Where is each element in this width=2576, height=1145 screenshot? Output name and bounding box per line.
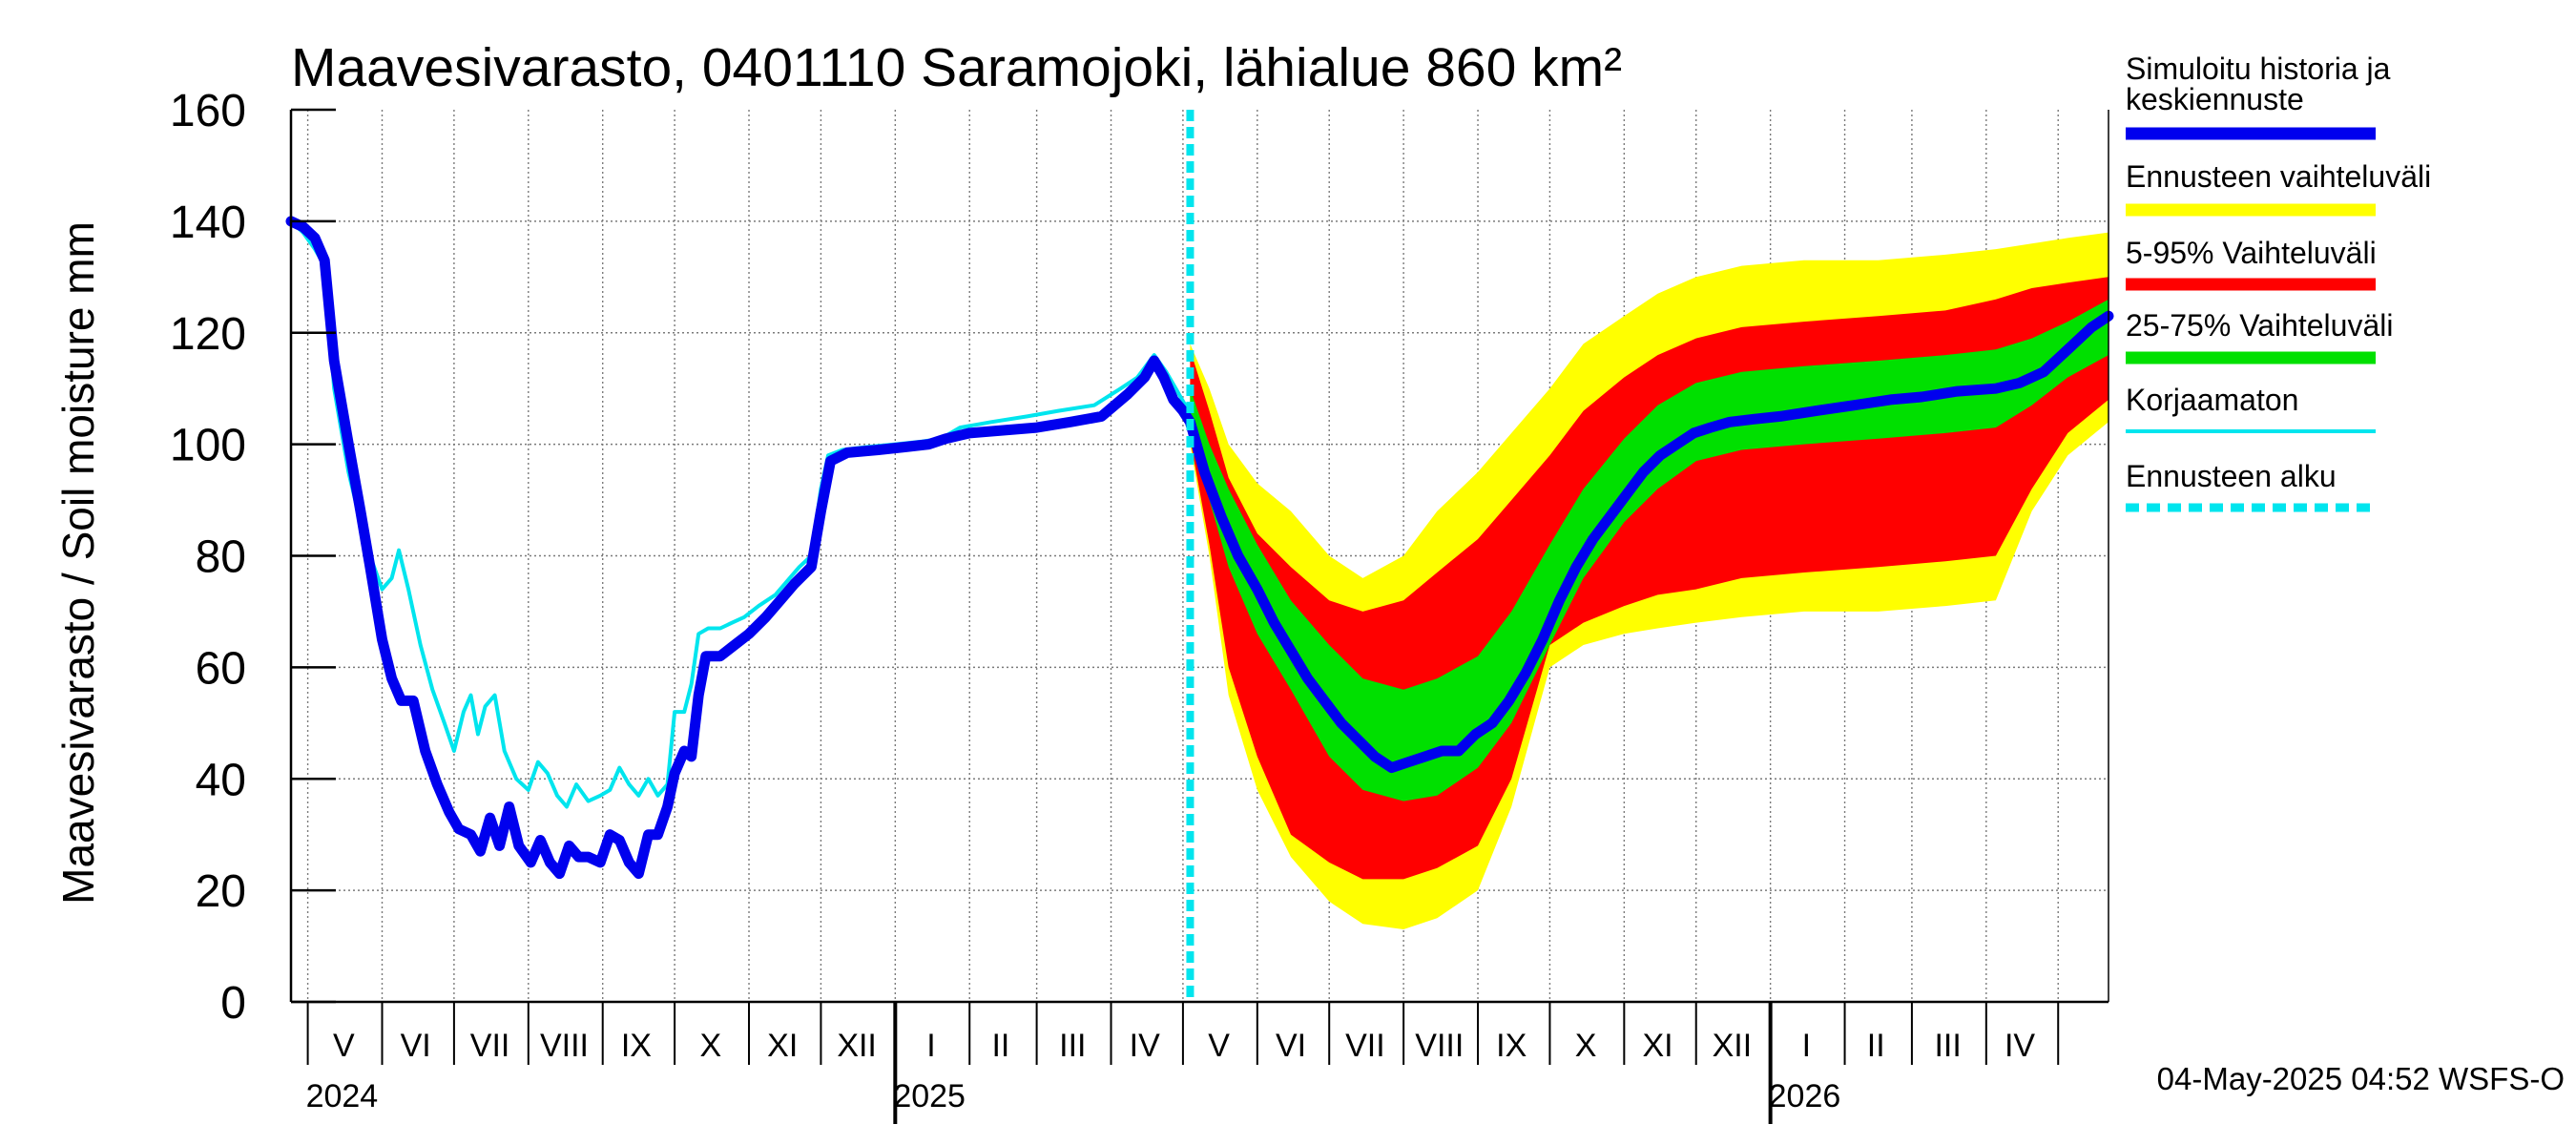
legend-label: Ennusteen vaihteluväli	[2126, 159, 2431, 194]
x-month-label: XII	[1713, 1028, 1753, 1064]
x-year-label: 2026	[1769, 1078, 1841, 1114]
y-tick-label: 20	[196, 866, 246, 917]
y-tick-label: 80	[196, 532, 246, 583]
y-tick-label: 40	[196, 755, 246, 805]
x-month-label: V	[1208, 1028, 1230, 1064]
x-month-label: X	[1575, 1028, 1597, 1064]
timestamp-footer: 04-May-2025 04:52 WSFS-O	[2157, 1061, 2565, 1096]
x-month-label: II	[991, 1028, 1009, 1064]
legend-label: Ennusteen alku	[2126, 459, 2337, 493]
legend-label: keskiennuste	[2126, 82, 2304, 116]
y-tick-label: 100	[170, 421, 246, 471]
x-month-label: VII	[1345, 1028, 1385, 1064]
y-tick-label: 0	[220, 978, 246, 1029]
x-month-label: XI	[1642, 1028, 1672, 1064]
legend-label: Simuloitu historia ja	[2126, 52, 2391, 86]
series-line-simulated-mean	[285, 216, 2114, 880]
x-month-label: VIII	[1415, 1028, 1464, 1064]
band-25-75-vaihteluv-li	[1190, 299, 2109, 802]
x-month-label: V	[333, 1028, 355, 1064]
x-month-label: XII	[837, 1028, 877, 1064]
x-month-label: VII	[470, 1028, 510, 1064]
x-month-label: IV	[1130, 1028, 1160, 1064]
y-tick-label: 60	[196, 643, 246, 694]
series-lines	[285, 216, 2114, 880]
x-month-label: I	[926, 1028, 935, 1064]
x-month-label: XI	[767, 1028, 798, 1064]
x-month-label: I	[1802, 1028, 1811, 1064]
x-month-label: X	[699, 1028, 721, 1064]
chart-title: Maavesivarasto, 0401110 Saramojoki, lähi…	[291, 37, 1622, 98]
legend-label: 5-95% Vaihteluväli	[2126, 236, 2377, 270]
x-month-label: VI	[1276, 1028, 1306, 1064]
x-month-label: IX	[1496, 1028, 1527, 1064]
x-month-label: II	[1867, 1028, 1885, 1064]
legend-label: Korjaamaton	[2126, 383, 2298, 417]
x-year-label: 2024	[306, 1078, 379, 1114]
y-tick-label: 140	[170, 198, 246, 248]
y-tick-label: 160	[170, 86, 246, 136]
x-year-label: 2025	[893, 1078, 966, 1114]
y-tick-label: 120	[170, 309, 246, 360]
x-month-label: IX	[621, 1028, 652, 1064]
legend-label: 25-75% Vaihteluväli	[2126, 308, 2393, 343]
x-month-label: III	[1059, 1028, 1086, 1064]
x-month-label: VI	[401, 1028, 431, 1064]
x-month-label: III	[1934, 1028, 1961, 1064]
x-month-label: IV	[2005, 1028, 2035, 1064]
x-month-label: VIII	[540, 1028, 589, 1064]
y-axis-label: Maavesivarasto / Soil moisture mm	[53, 221, 103, 905]
